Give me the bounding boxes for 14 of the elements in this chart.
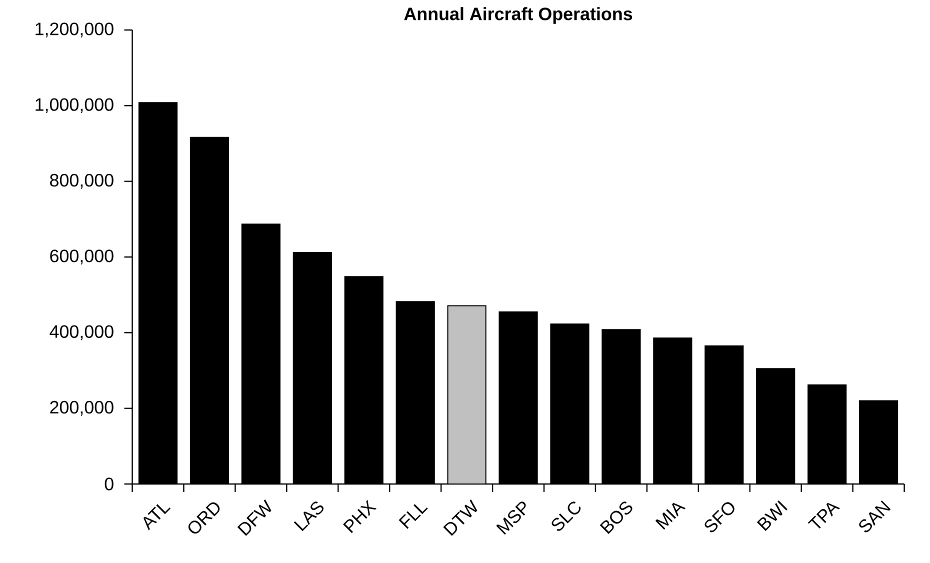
x-tick-label: TPA [808, 502, 840, 528]
y-tick-label: 1,200,000 [36, 22, 114, 38]
y-tick-label: 0 [104, 478, 114, 490]
x-tick-label: MIA [655, 502, 686, 530]
y-tick-label: 200,000 [50, 400, 114, 416]
x-tick-label: FLL [398, 504, 428, 529]
y-tick-label: 400,000 [50, 325, 114, 340]
x-tick-label: SLC [552, 502, 581, 531]
y-tick-label: 800,000 [50, 174, 114, 189]
y-tick-label: 600,000 [50, 250, 114, 264]
chart-title: Annual Aircraft Operations [404, 7, 632, 24]
y-tick-label: 1,000,000 [36, 98, 114, 114]
x-tick-label: ATL [144, 504, 171, 530]
x-tick-label: LAS [294, 502, 324, 532]
